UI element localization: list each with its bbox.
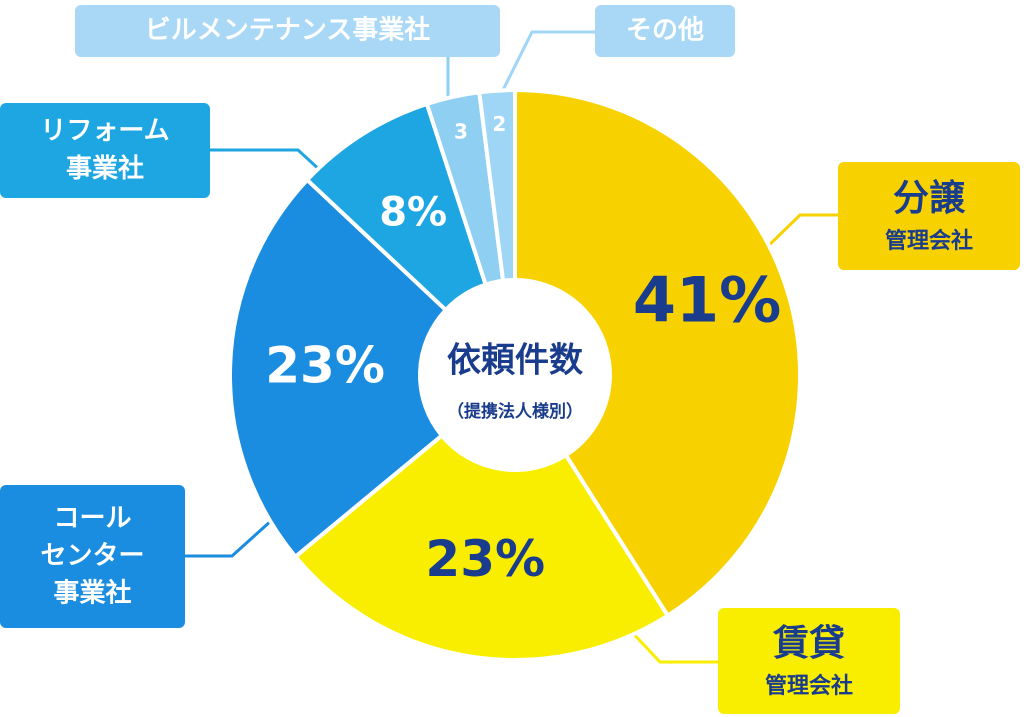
category-label: その他 xyxy=(626,16,704,46)
value-label: 8% xyxy=(379,190,447,236)
value-label: 2 xyxy=(492,112,506,136)
category-label: 分譲 xyxy=(893,178,966,219)
category-label: 事業社 xyxy=(66,153,144,184)
value-label: 23% xyxy=(425,530,545,588)
category-label: 管理会社 xyxy=(765,673,853,699)
connector xyxy=(210,148,324,174)
category-box xyxy=(75,5,500,57)
category-label: ビルメンテナンス事業社 xyxy=(145,15,430,46)
center-title: 依頼件数 xyxy=(447,341,583,381)
category-label: コール xyxy=(53,503,131,533)
center-hole xyxy=(420,280,610,470)
connector xyxy=(760,213,838,254)
category-box xyxy=(595,5,735,57)
category-box xyxy=(0,485,185,628)
value-label: 3 xyxy=(454,119,468,143)
connector xyxy=(626,626,718,664)
category-box xyxy=(718,608,900,714)
value-label: 23% xyxy=(265,337,385,395)
center-subtitle: （提携法人様別） xyxy=(447,401,583,422)
connectors xyxy=(185,30,838,664)
category-label: 管理会社 xyxy=(885,228,973,254)
category-label: リフォーム xyxy=(40,116,169,146)
category-label: センター xyxy=(40,541,144,571)
connector xyxy=(185,518,274,558)
category-label: 事業社 xyxy=(53,578,131,609)
value-label: 41% xyxy=(633,263,781,336)
category-box xyxy=(0,103,210,198)
category-box xyxy=(838,162,1020,270)
category-label: 賃貸 xyxy=(772,623,845,664)
connector xyxy=(498,30,595,97)
